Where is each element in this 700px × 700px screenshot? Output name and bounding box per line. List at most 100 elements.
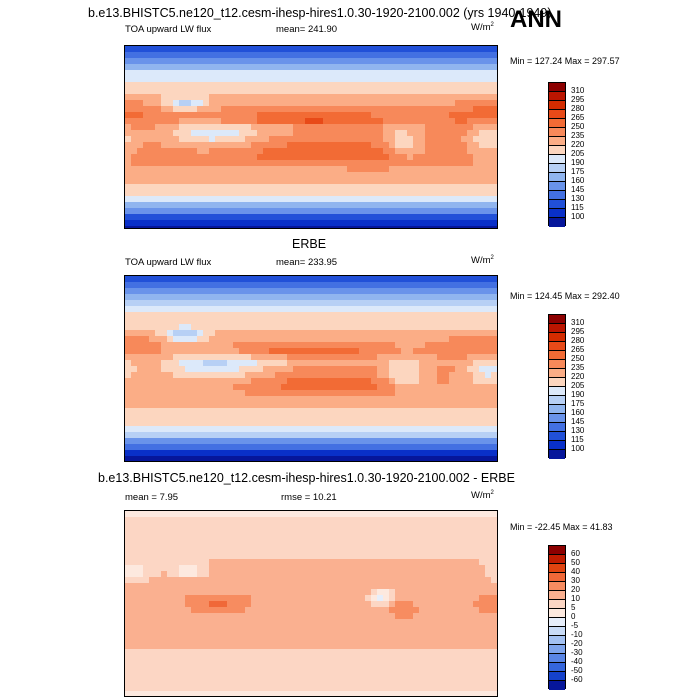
field-cell	[485, 396, 492, 403]
field-cell	[407, 517, 414, 524]
field-cell	[143, 276, 150, 283]
field-cell	[203, 58, 210, 65]
field-cell	[341, 142, 348, 149]
field-cell	[371, 378, 378, 385]
field-cell	[185, 607, 192, 614]
field-cell	[359, 396, 366, 403]
field-cell	[449, 360, 456, 367]
field-cell	[281, 64, 288, 71]
field-cell	[227, 571, 234, 578]
field-cell	[269, 46, 276, 53]
field-cell	[131, 148, 138, 155]
field-cell	[269, 184, 276, 191]
field-cell	[437, 523, 444, 530]
field-cell	[389, 535, 396, 542]
field-cell	[467, 529, 474, 536]
field-cell	[377, 82, 384, 89]
field-cell	[245, 64, 252, 71]
field-cell	[323, 517, 330, 524]
field-cell	[239, 318, 246, 325]
field-cell	[473, 541, 480, 548]
field-cell	[221, 318, 228, 325]
field-cell	[365, 607, 372, 614]
field-cell	[191, 190, 198, 197]
field-cell	[419, 366, 426, 373]
field-cell	[263, 414, 270, 421]
field-cell	[473, 420, 480, 427]
field-cell	[143, 517, 150, 524]
field-cell	[317, 541, 324, 548]
field-cell	[479, 220, 486, 227]
field-cell	[461, 166, 468, 173]
field-cell	[155, 565, 162, 572]
field-cell	[227, 408, 234, 415]
field-cell	[179, 82, 186, 89]
field-cell	[347, 52, 354, 59]
field-cell	[401, 118, 408, 125]
field-cell	[437, 529, 444, 536]
field-cell	[419, 178, 426, 185]
field-cell	[389, 214, 396, 221]
field-cell	[347, 330, 354, 337]
field-cell	[233, 511, 240, 518]
field-cell	[479, 94, 486, 101]
field-cell	[437, 306, 444, 313]
field-cell	[245, 76, 252, 83]
field-cell	[269, 172, 276, 179]
field-cell	[293, 330, 300, 337]
field-cell	[413, 94, 420, 101]
field-cell	[131, 82, 138, 89]
field-cell	[443, 136, 450, 143]
field-cell	[473, 450, 480, 457]
field-cell	[137, 535, 144, 542]
field-cell	[173, 414, 180, 421]
field-cell	[377, 184, 384, 191]
field-cell	[449, 559, 456, 566]
field-cell	[251, 226, 258, 228]
field-cell	[239, 348, 246, 355]
field-cell	[215, 88, 222, 95]
field-cell	[449, 300, 456, 307]
field-cell	[293, 306, 300, 313]
field-cell	[485, 330, 492, 337]
field-cell	[239, 529, 246, 536]
field-cell	[263, 142, 270, 149]
field-cell	[149, 226, 156, 228]
field-cell	[347, 202, 354, 209]
field-cell	[365, 529, 372, 536]
field-cell	[185, 378, 192, 385]
field-cell	[449, 106, 456, 113]
field-cell	[425, 178, 432, 185]
field-cell	[335, 46, 342, 53]
field-cell	[179, 142, 186, 149]
field-cell	[233, 595, 240, 602]
field-cell	[323, 178, 330, 185]
field-cell	[395, 541, 402, 548]
field-cell	[179, 160, 186, 167]
field-cell	[401, 52, 408, 59]
field-cell	[467, 220, 474, 227]
field-cell	[257, 595, 264, 602]
field-cell	[401, 583, 408, 590]
field-cell	[359, 384, 366, 391]
field-cell	[215, 52, 222, 59]
field-cell	[419, 601, 426, 608]
field-cell	[203, 160, 210, 167]
field-cell	[479, 402, 486, 409]
field-cell	[443, 214, 450, 221]
field-cell	[143, 148, 150, 155]
field-cell	[461, 354, 468, 361]
field-cell	[353, 571, 360, 578]
field-cell	[335, 148, 342, 155]
field-cell	[353, 336, 360, 343]
field-cell	[155, 390, 162, 397]
field-cell	[323, 378, 330, 385]
field-cell	[173, 408, 180, 415]
field-cell	[245, 372, 252, 379]
field-cell	[185, 577, 192, 584]
field-cell	[149, 378, 156, 385]
field-cell	[167, 160, 174, 167]
field-cell	[437, 378, 444, 385]
field-cell	[485, 378, 492, 385]
field-cell	[251, 214, 258, 221]
